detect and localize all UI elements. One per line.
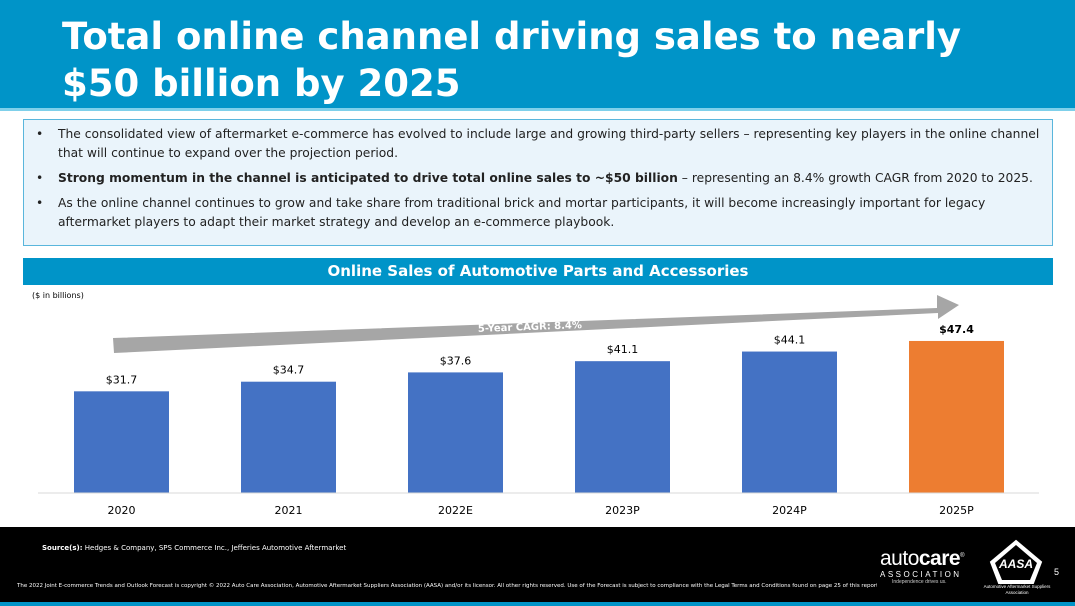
chart-title: Online Sales of Automotive Parts and Acc… <box>23 258 1053 285</box>
bar-value-label: $37.6 <box>440 354 472 367</box>
bar-value-label: $44.1 <box>774 334 806 347</box>
x-tick-label: 2023P <box>605 504 640 517</box>
source-text: Hedges & Company, SPS Commerce Inc., Jef… <box>82 544 347 552</box>
bullet-3: As the online channel continues to grow … <box>36 194 1040 232</box>
aasa-wordmark: AASA <box>998 557 1033 571</box>
x-tick-label: 2021 <box>275 504 303 517</box>
copyright-text: The 2022 Joint E-commerce Trends and Out… <box>17 583 877 589</box>
autocare-tagline: Independence drives us. <box>892 579 947 585</box>
cagr-arrow <box>113 295 959 353</box>
x-tick-label: 2022E <box>438 504 473 517</box>
footer-stripe <box>0 602 1075 606</box>
bar-2024P <box>742 351 837 493</box>
aasa-subtitle: Automotive Aftermarket Suppliers Associa… <box>983 584 1051 595</box>
aasa-logo: AASA <box>989 539 1043 584</box>
autocare-assoc: ASSOCIATION <box>880 570 962 579</box>
page-title: Total online channel driving sales to ne… <box>62 15 962 105</box>
bar-2023P <box>575 361 670 493</box>
bullet-1: The consolidated view of aftermarket e-c… <box>36 125 1040 163</box>
x-tick-label: 2024P <box>772 504 807 517</box>
source-label: Source(s): <box>42 544 83 552</box>
bar-value-label: $31.7 <box>106 373 138 386</box>
cagr-label: 5-Year CAGR: 8.4% <box>478 320 582 335</box>
bullet-2: Strong momentum in the channel is antici… <box>36 169 1040 188</box>
units-label: ($ in billions) <box>32 291 84 300</box>
page-number: 5 <box>1054 567 1060 577</box>
title-divider <box>0 108 1075 111</box>
source-note: Source(s): Hedges & Company, SPS Commerc… <box>42 544 346 552</box>
bar-2021 <box>241 381 336 493</box>
bullet-2-rest: – representing an 8.4% growth CAGR from … <box>677 171 1033 185</box>
summary-box: The consolidated view of aftermarket e-c… <box>23 119 1053 246</box>
bar-2022E <box>408 372 503 493</box>
autocare-light: auto <box>880 547 919 570</box>
x-tick-label: 2020 <box>108 504 136 517</box>
footer <box>0 527 1075 606</box>
autocare-reg: ® <box>960 553 965 559</box>
bar-value-label: $34.7 <box>273 364 305 377</box>
bar-2025P <box>909 340 1004 493</box>
autocare-bold: care <box>918 547 961 570</box>
bar-value-label: $41.1 <box>607 343 639 356</box>
autocare-logo: autocare® ASSOCIATION Independence drive… <box>880 545 970 586</box>
bar-value-label: $47.4 <box>939 323 974 336</box>
title-banner: Total online channel driving sales to ne… <box>0 0 1075 108</box>
bullet-2-bold: Strong momentum in the channel is antici… <box>58 171 678 185</box>
bar-chart: ($ in billions) 5-Year CAGR: 8.4% $31.7 2… <box>23 285 1053 525</box>
x-tick-label: 2025P <box>939 504 974 517</box>
bar-2020 <box>74 391 169 493</box>
chart-canvas: 5-Year CAGR: 8.4% $31.7 2020 $34.7 2021 $37.… <box>38 295 1039 517</box>
